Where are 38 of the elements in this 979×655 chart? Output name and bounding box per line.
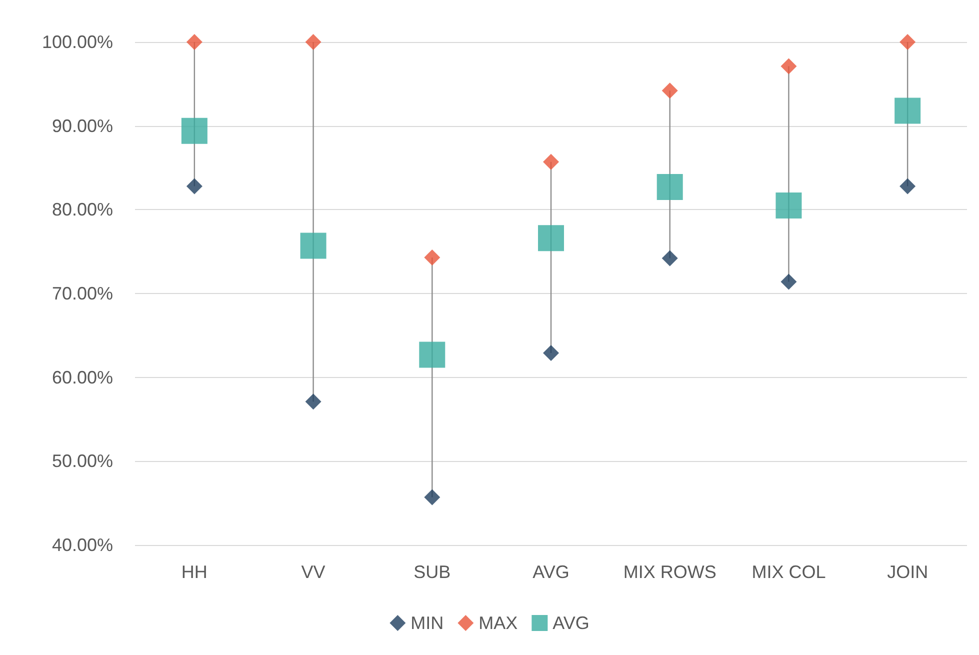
y-tick-label: 90.00% bbox=[52, 116, 113, 136]
y-tick-label: 70.00% bbox=[52, 284, 113, 304]
point bbox=[543, 154, 559, 170]
x-tick-label: MIX ROWS bbox=[623, 562, 716, 582]
point bbox=[424, 249, 440, 266]
point bbox=[656, 174, 683, 200]
point bbox=[186, 178, 202, 194]
x-tick-label: AVG bbox=[532, 562, 570, 582]
point bbox=[538, 225, 564, 252]
point bbox=[424, 489, 440, 506]
point bbox=[662, 250, 678, 266]
x-tick-label: HH bbox=[181, 562, 208, 582]
legend-label: MIN bbox=[410, 613, 444, 633]
point bbox=[662, 82, 678, 99]
point bbox=[300, 232, 326, 259]
point bbox=[780, 274, 797, 290]
point bbox=[900, 178, 916, 194]
point bbox=[776, 192, 802, 218]
point bbox=[181, 118, 208, 144]
point bbox=[894, 98, 921, 124]
point bbox=[186, 34, 202, 50]
point bbox=[305, 394, 322, 410]
legend-label: AVG bbox=[552, 613, 590, 633]
point bbox=[305, 34, 322, 50]
x-tick-label: VV bbox=[301, 562, 326, 582]
y-tick-label: 80.00% bbox=[52, 200, 113, 220]
point bbox=[780, 58, 797, 74]
legend-label: MAX bbox=[478, 613, 518, 633]
point bbox=[900, 34, 916, 50]
y-tick-label: 40.00% bbox=[52, 535, 113, 555]
y-tick-label: 60.00% bbox=[52, 367, 113, 388]
point bbox=[543, 345, 559, 362]
y-tick-label: 50.00% bbox=[52, 451, 113, 472]
point bbox=[419, 342, 446, 368]
x-tick-label: JOIN bbox=[887, 562, 928, 582]
x-tick-label: SUB bbox=[414, 562, 451, 582]
x-tick-label: MIX COL bbox=[752, 562, 826, 582]
y-tick-label: 100.00% bbox=[42, 32, 113, 52]
